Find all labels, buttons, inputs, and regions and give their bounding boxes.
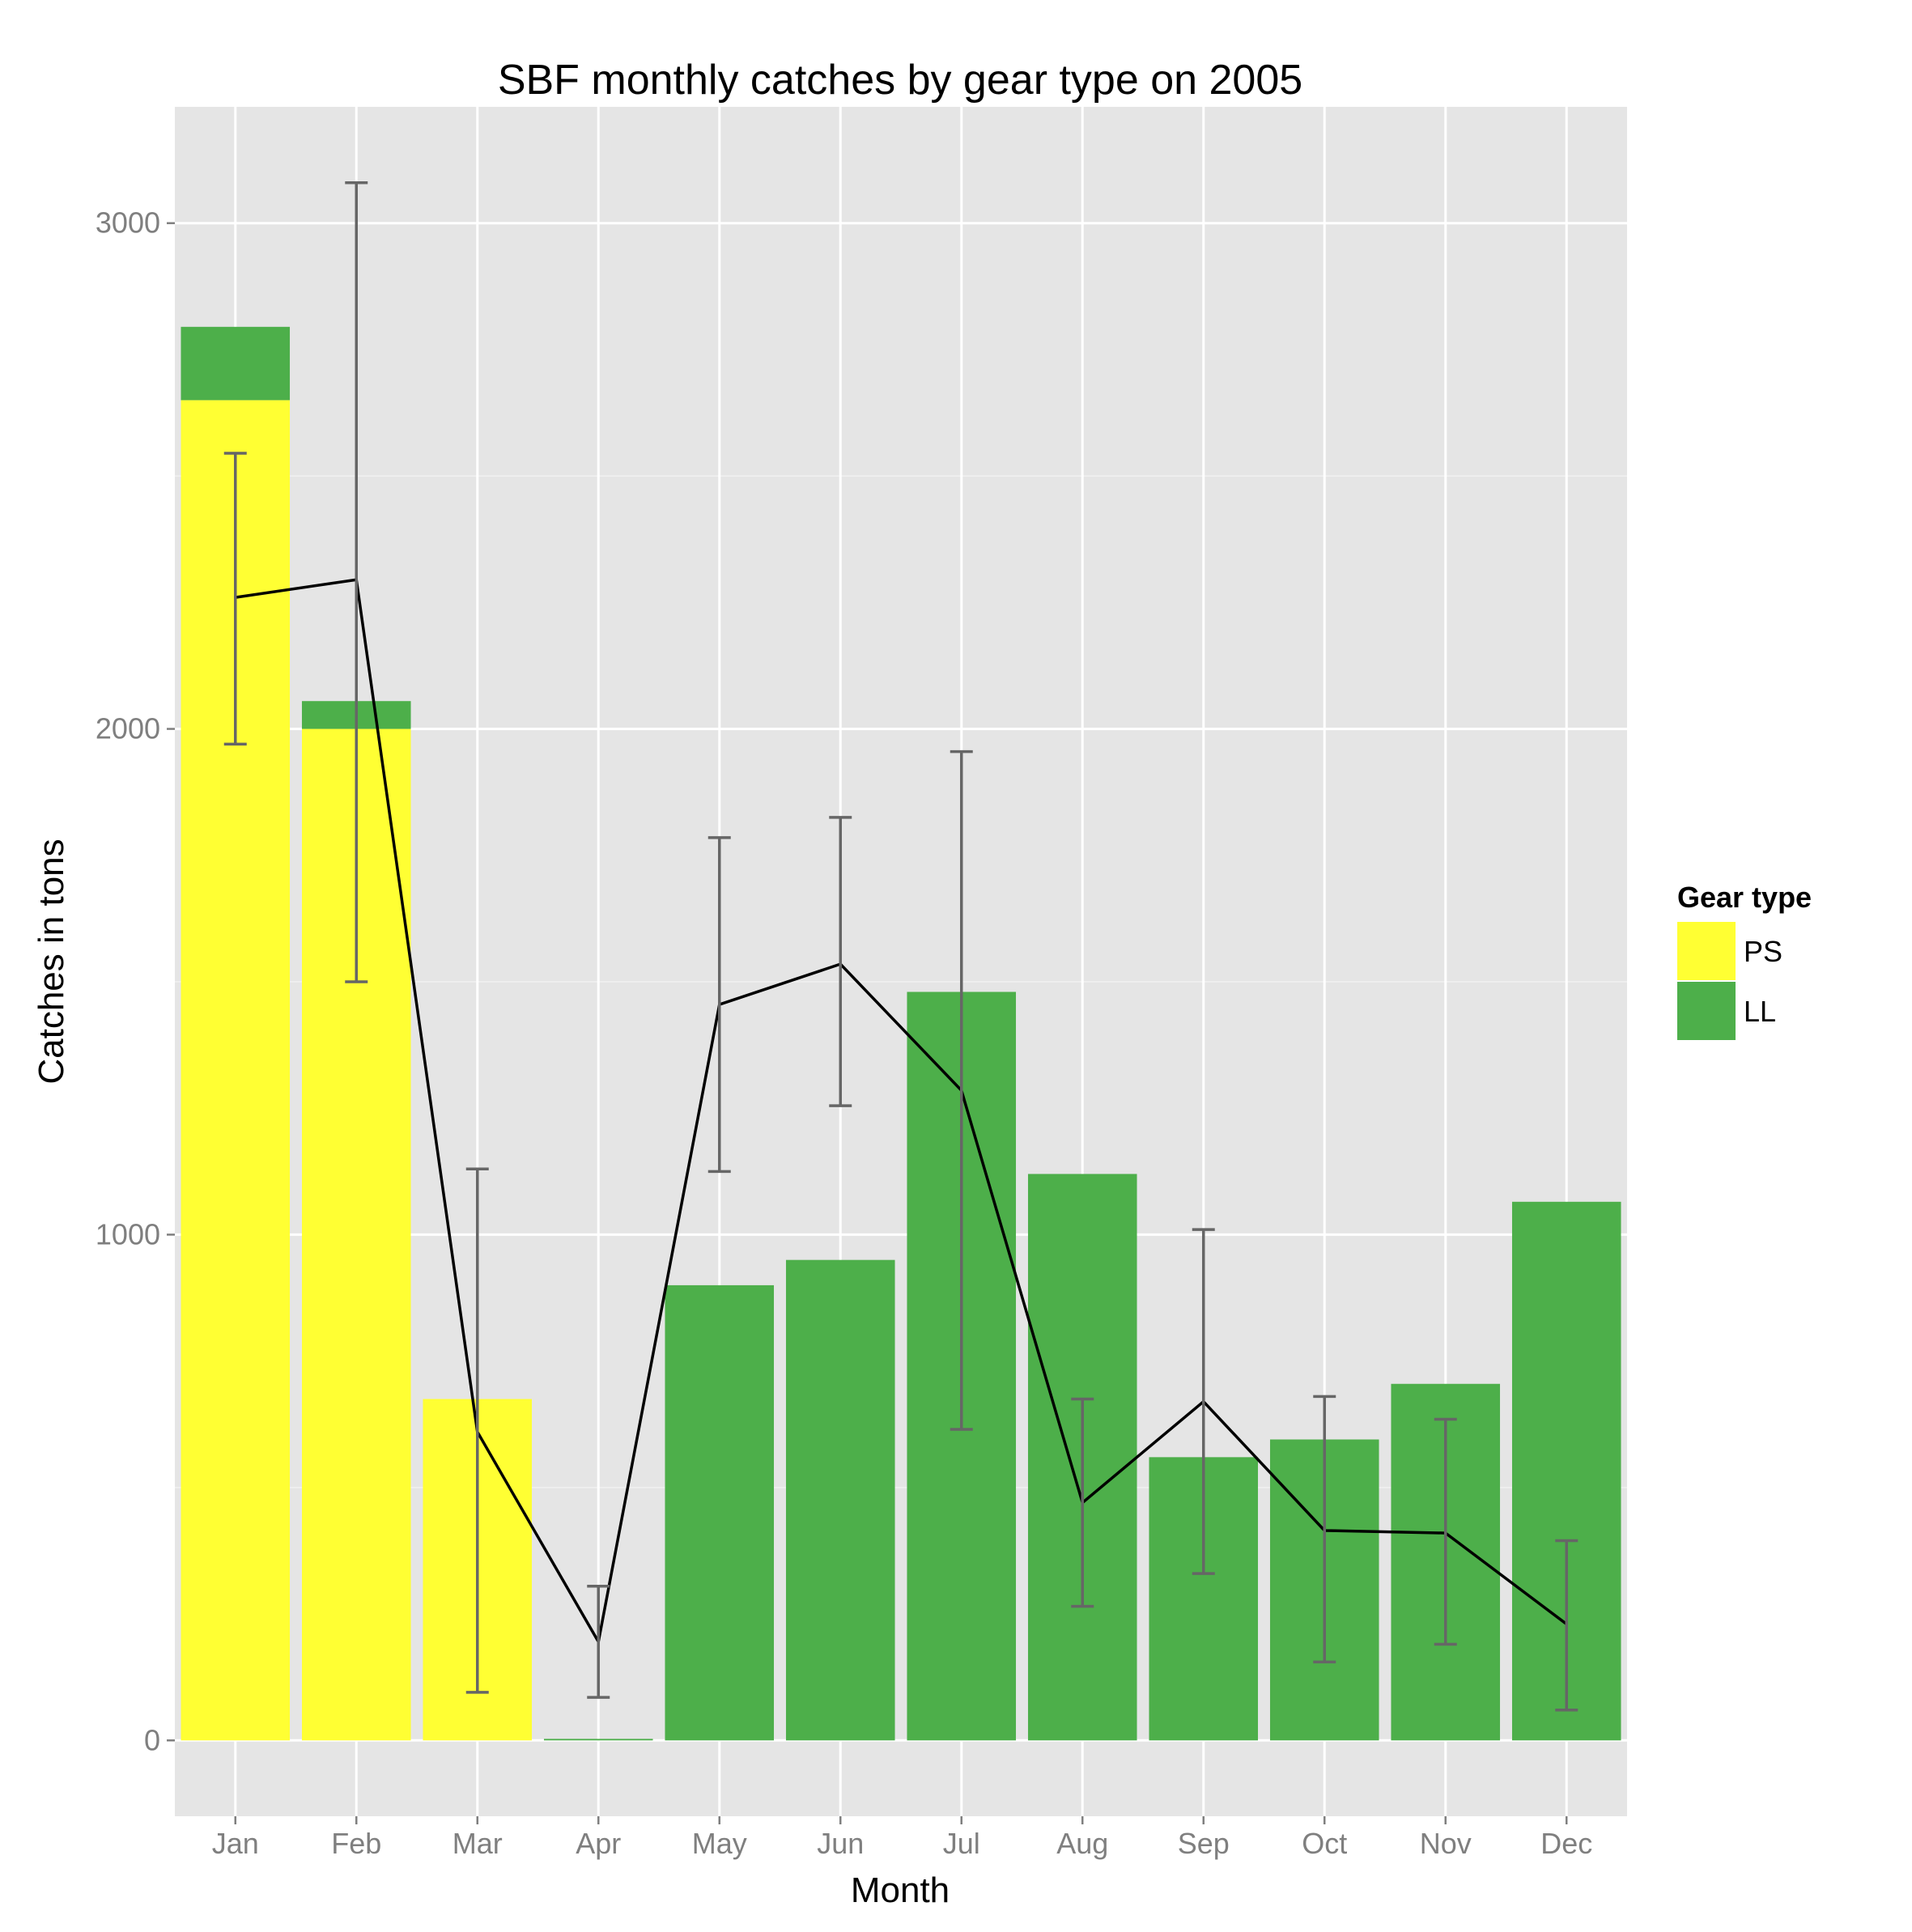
mean-line: [235, 578, 1568, 1646]
error-bar-jul: [950, 749, 973, 1431]
legend-swatch-ps: [1677, 922, 1736, 980]
bar-ll-apr: [543, 1739, 653, 1741]
bar-ll-jun: [785, 1259, 895, 1741]
error-bars: [223, 180, 1578, 1712]
x-tick-label: Jul: [943, 1827, 980, 1860]
y-tick-label: 1000: [96, 1217, 160, 1250]
y-tick-label: 3000: [96, 206, 160, 240]
x-tick-label: Sep: [1178, 1827, 1230, 1860]
bar-ll-jan: [181, 326, 291, 401]
error-bar-apr: [587, 1584, 610, 1699]
x-tick-label: Jun: [817, 1827, 864, 1860]
x-tick-label: Nov: [1420, 1827, 1472, 1860]
error-bar-sep: [1192, 1228, 1215, 1575]
x-tick-label: Dec: [1540, 1827, 1592, 1860]
y-tick-label: 0: [144, 1723, 160, 1756]
x-tick-label: Feb: [331, 1827, 381, 1860]
x-tick-label: Jan: [212, 1827, 259, 1860]
x-tick-label: Apr: [576, 1827, 621, 1860]
error-bar-may: [707, 836, 731, 1174]
axes: 0 1000 2000 3000 Jan Feb Mar Apr May Jun Jul Aug Sep…: [96, 206, 1592, 1860]
legend-swatch-ll: [1677, 982, 1736, 1040]
legend-label-ll: LL: [1744, 995, 1776, 1028]
error-bar-jan: [223, 452, 247, 746]
error-bar-aug: [1071, 1397, 1094, 1608]
x-axis-title: Month: [851, 1870, 950, 1910]
error-bar-mar: [465, 1167, 489, 1694]
legend: Gear type PS LL: [1677, 881, 1812, 1040]
y-tick-label: 2000: [96, 712, 160, 745]
x-tick-label: May: [692, 1827, 747, 1860]
x-tick-label: Oct: [1302, 1827, 1347, 1860]
error-bar-jun: [829, 816, 852, 1107]
error-bar-oct: [1313, 1395, 1336, 1664]
legend-title: Gear type: [1677, 881, 1812, 914]
error-bar-feb: [345, 180, 368, 983]
y-axis-title: Catches in tons: [32, 839, 71, 1084]
chart-title: SBF monthly catches by gear type on 2005: [498, 57, 1302, 104]
error-bar-dec: [1555, 1539, 1578, 1712]
x-tick-label: Mar: [453, 1827, 503, 1860]
legend-label-ps: PS: [1744, 935, 1782, 968]
bar-ll-may: [665, 1284, 775, 1741]
error-bar-nov: [1434, 1417, 1457, 1646]
x-tick-label: Aug: [1056, 1827, 1108, 1860]
mean-line-path: [235, 578, 1568, 1646]
